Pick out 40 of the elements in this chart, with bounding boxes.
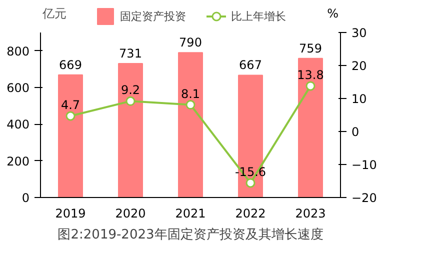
x-tick-label: 2022 [235,206,266,220]
data-label: 13.8 [297,68,324,82]
y-tick-label: 200 [6,154,30,168]
data-label: 8.1 [180,86,200,101]
point [66,111,76,121]
data-label: 731 [119,46,142,60]
point [186,100,196,110]
y-tick-label: 600 [6,81,30,95]
data-label: 790 [179,36,202,50]
y2-tick-label: −10 [352,158,377,172]
y2-tick-label: 20 [352,59,367,73]
y2-tick-label: 30 [352,26,367,40]
data-label: -15.6 [234,164,266,179]
legend-label: 比上年增长 [231,8,286,24]
y2-tick-label: 10 [352,92,367,106]
data-label: 667 [239,58,262,72]
x-tick-label: 2023 [295,206,326,220]
bar [178,52,203,198]
y2-tick-label: 0 [352,125,360,139]
point [246,178,256,188]
bar [118,62,143,198]
data-label: 9.2 [120,83,140,98]
y-axis-title: 亿元 [42,6,66,20]
y-tick-label: 400 [6,118,30,132]
bar [58,74,83,198]
y-tick-label: 0 [22,191,30,205]
x-tick-label: 2019 [55,206,86,220]
x-tick-label: 2021 [175,206,206,220]
data-label: 759 [299,41,322,56]
point [306,81,316,91]
bar [298,58,323,198]
text: 图2:2019-2023年固定资产投资及其增长速度 [58,226,324,242]
data-label: 4.7 [60,98,80,112]
y2-axis-title: % [327,6,339,20]
point [126,96,136,106]
x-tick-label: 2020 [115,206,146,220]
data-label: 669 [59,58,82,72]
y-tick-label: 800 [6,44,30,58]
legend-label: 固定资产投资 [120,8,186,24]
y2-tick-label: −20 [352,191,377,205]
